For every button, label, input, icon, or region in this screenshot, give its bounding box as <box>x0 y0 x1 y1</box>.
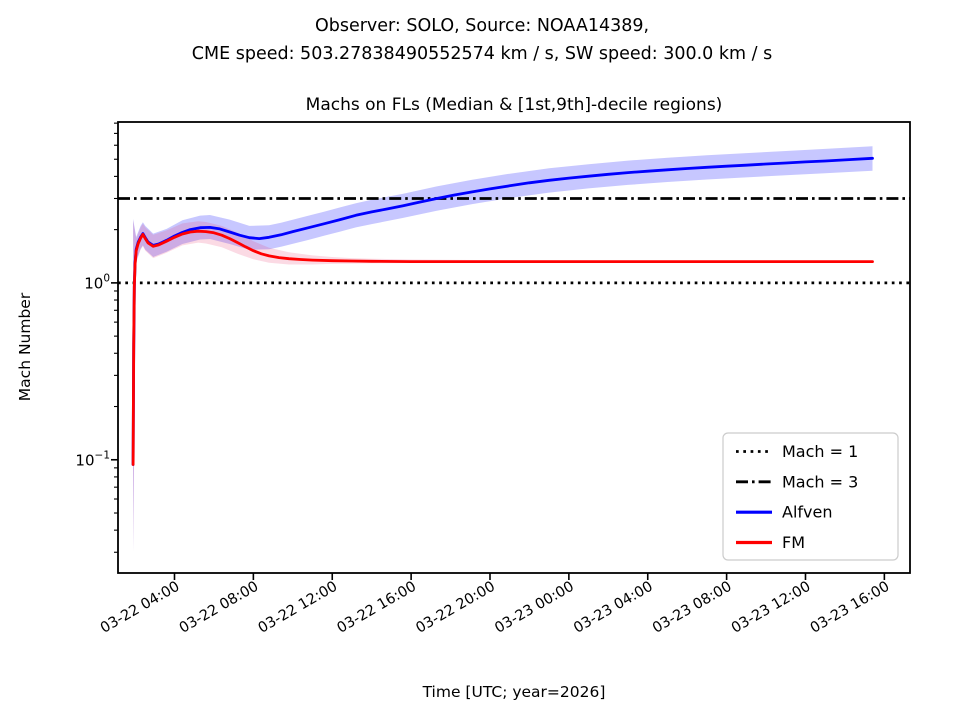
y-axis-label: Mach Number <box>16 292 34 401</box>
axes-frame <box>117 121 911 574</box>
x-tick-label: 03-22 04:00 <box>98 579 183 637</box>
x-tick-label: 03-23 00:00 <box>492 579 577 637</box>
x-tick-label: 03-22 20:00 <box>413 579 498 637</box>
refline-layer <box>118 197 910 285</box>
figure-suptitle-line1: Observer: SOLO, Source: NOAA14389, <box>315 16 649 36</box>
series-layer <box>131 156 874 466</box>
y-tick-label-1: 100 <box>84 273 110 293</box>
x-axis-label: Time [UTC; year=2026] <box>422 683 606 701</box>
axes-title: Machs on FLs (Median & [1st,9th]-decile … <box>306 95 723 115</box>
legend-label-fm: FM <box>782 533 805 552</box>
x-tick-label: 03-22 08:00 <box>177 579 262 637</box>
x-tick-label: 03-22 12:00 <box>256 579 341 637</box>
legend-label-alfven: Alfven <box>782 503 832 522</box>
figure-suptitle-line2: CME speed: 503.27838490552574 km / s, SW… <box>192 44 772 64</box>
x-tick-label: 03-23 12:00 <box>729 579 814 637</box>
y-tick-label-0p1: 10−1 <box>75 450 110 470</box>
x-tick-label: 03-23 16:00 <box>808 579 893 637</box>
x-tick-label: 03-23 08:00 <box>650 579 735 637</box>
legend-label-mach3: Mach = 3 <box>782 472 858 491</box>
alfven-line <box>131 156 874 466</box>
legend-label-mach1: Mach = 1 <box>782 442 858 461</box>
legend-frame <box>722 432 899 561</box>
x-tick-label: 03-22 16:00 <box>334 579 419 637</box>
legend: Mach = 1 Mach = 3 Alfven FM <box>722 432 899 561</box>
y-axis-ticks <box>111 122 118 553</box>
x-tick-label: 03-23 04:00 <box>571 579 656 637</box>
fm-line <box>131 229 874 466</box>
